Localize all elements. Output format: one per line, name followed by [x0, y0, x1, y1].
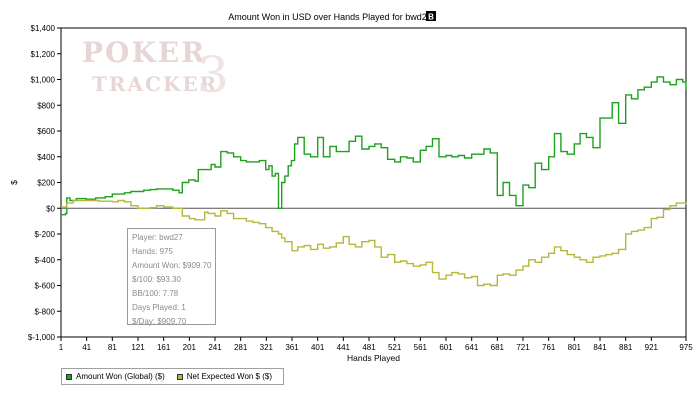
x-tick-label: 481 [362, 343, 376, 352]
y-tick-label: $400 [37, 153, 55, 162]
watermark-numeral: 3 [197, 46, 229, 104]
player-stats-tooltip: Player: bwd27 Hands: 975 Amount Won: $90… [127, 228, 216, 326]
legend-label-net-expected: Net Expected Won $ ($) [186, 372, 273, 381]
x-tick-label: 721 [516, 343, 530, 352]
legend-swatch-amount-won [66, 373, 72, 380]
x-axis-label: Hands Played [347, 353, 400, 363]
x-tick-label: 561 [414, 343, 428, 352]
x-tick-label: 1 [59, 343, 64, 352]
x-tick-label: 921 [645, 343, 659, 352]
y-tick-label: $200 [37, 179, 55, 188]
y-tick-label: $800 [37, 101, 55, 110]
chart-legend: Amount Won (Global) ($) Net Expected Won… [61, 368, 284, 385]
watermark-poker: POKER [82, 36, 206, 69]
legend-item-net-expected[interactable]: Net Expected Won $ ($) [176, 372, 273, 381]
y-tick-label: $1,200 [31, 50, 56, 59]
x-tick-label: 441 [337, 343, 351, 352]
x-tick-label: 975 [679, 343, 693, 352]
tooltip-hands: Hands: 975 [132, 247, 173, 256]
legend-item-amount-won[interactable]: Amount Won (Global) ($) [66, 372, 165, 381]
x-tick-label: 801 [568, 343, 582, 352]
title-badge-letter: B [428, 13, 434, 22]
x-tick-label: 41 [82, 343, 91, 352]
x-tick-label: 521 [388, 343, 402, 352]
y-tick-label: $600 [37, 127, 55, 136]
x-tick-label: 241 [208, 343, 222, 352]
y-tick-label: $-200 [35, 230, 56, 239]
x-tick-label: 361 [285, 343, 299, 352]
chart-title: Amount Won in USD over Hands Played for … [228, 12, 431, 22]
tooltip-bb-per-100: BB/100: 7.78 [132, 289, 179, 298]
x-tick-label: 601 [439, 343, 453, 352]
x-tick-label: 121 [131, 343, 145, 352]
y-tick-label: $-400 [35, 256, 56, 265]
x-tick-label: 201 [183, 343, 197, 352]
tooltip-dollars-per-100: $/100: $93.30 [132, 275, 181, 284]
series-line-amount-won [61, 76, 687, 216]
tooltip-days-played: Days Played: 1 [132, 303, 186, 312]
y-tick-label: $1,400 [31, 24, 56, 33]
y-tick-label: $0 [46, 204, 55, 213]
y-tick-label: $-600 [35, 282, 56, 291]
y-tick-label: $-1,000 [28, 333, 56, 342]
x-tick-label: 641 [465, 343, 479, 352]
x-tick-label: 81 [108, 343, 117, 352]
tooltip-amount-won: Amount Won: $909.70 [132, 261, 212, 270]
tooltip-dollars-per-day: $/Day: $909.70 [132, 317, 187, 326]
legend-label-amount-won: Amount Won (Global) ($) [76, 372, 165, 381]
x-tick-label: 281 [234, 343, 248, 352]
x-tick-label: 881 [619, 343, 633, 352]
watermark-tracker: TRACKER [92, 72, 218, 96]
x-tick-label: 401 [311, 343, 325, 352]
series-line-net-expected-won [61, 199, 687, 287]
x-tick-label: 761 [542, 343, 556, 352]
x-tick-label: 161 [157, 343, 171, 352]
y-axis-label: $ [9, 180, 19, 185]
title-badge [426, 11, 436, 21]
y-tick-label: $1,000 [31, 76, 56, 85]
legend-swatch-net-expected [176, 373, 183, 380]
x-tick-label: 681 [491, 343, 505, 352]
x-tick-label: 321 [260, 343, 274, 352]
tooltip-player: Player: bwd27 [132, 233, 183, 242]
x-tick-label: 841 [593, 343, 607, 352]
y-tick-label: $-800 [35, 307, 56, 316]
